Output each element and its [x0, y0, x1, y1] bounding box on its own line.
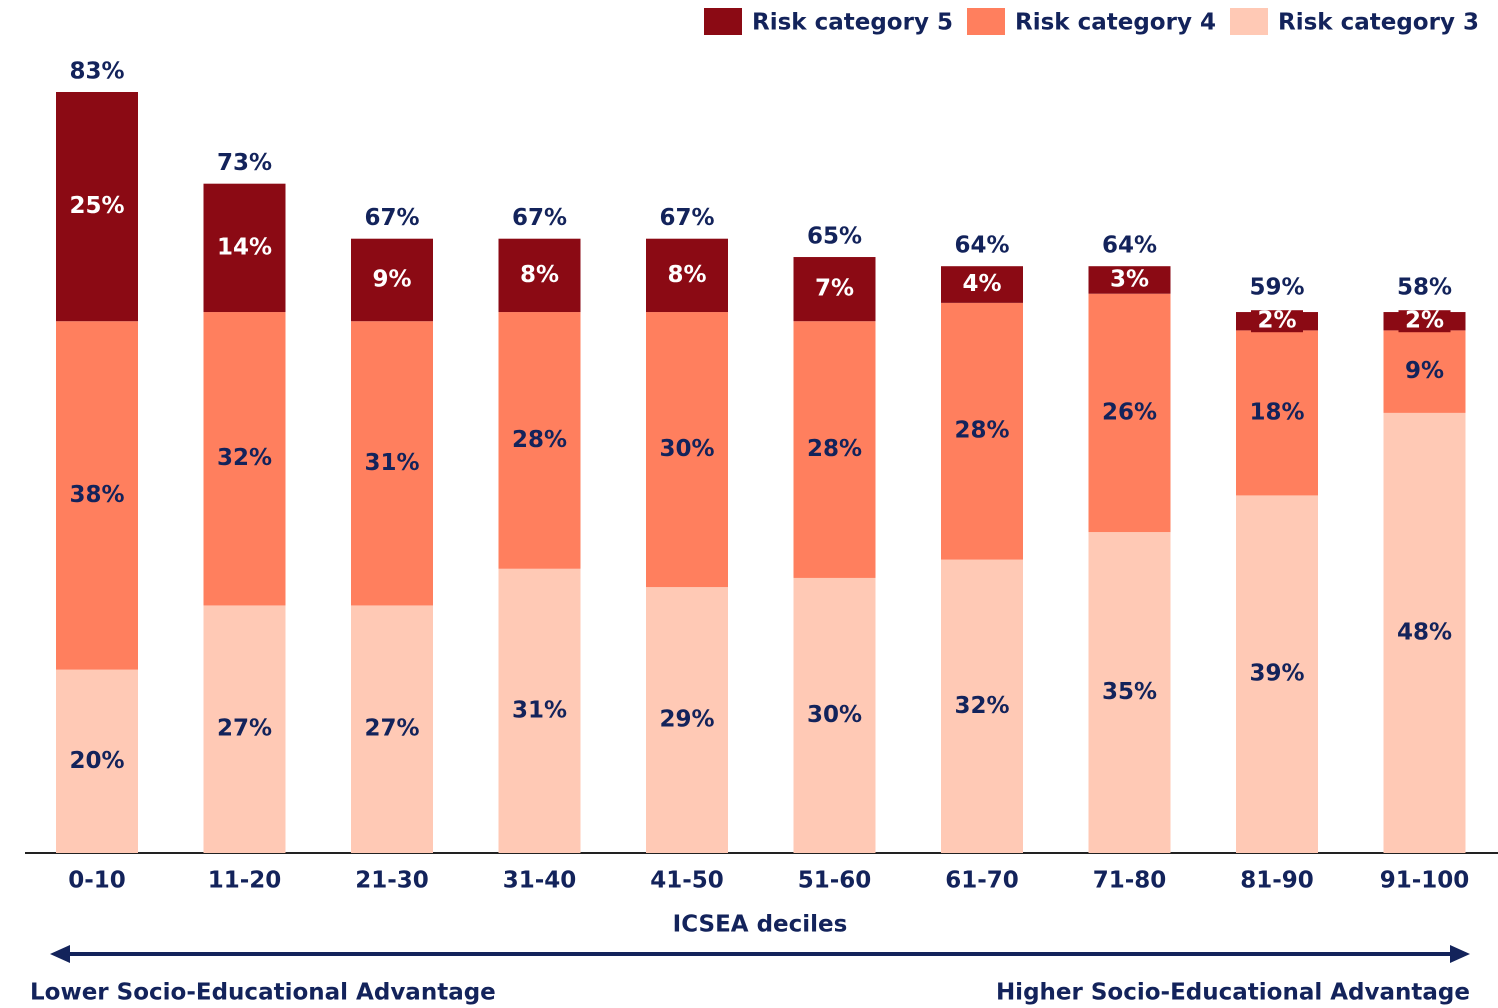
total-label: 59% — [1249, 275, 1304, 301]
segment-label: 26% — [1102, 399, 1157, 425]
legend-label: Risk category 4 — [1015, 10, 1216, 36]
x-tick-label: 11-20 — [208, 868, 282, 894]
label-background — [1251, 310, 1303, 333]
segment-label: 8% — [520, 262, 559, 288]
segment-label: 2% — [1257, 308, 1296, 334]
legend-swatch — [1230, 8, 1268, 35]
segment-label: 20% — [69, 748, 124, 774]
bar-segment — [203, 312, 286, 606]
bar-segment — [1088, 266, 1171, 294]
x-tick-label: 51-60 — [798, 868, 872, 894]
segment-label: 30% — [807, 702, 862, 728]
bar-segment — [203, 605, 286, 853]
bar-segment — [793, 321, 876, 578]
segment-label: 27% — [217, 716, 272, 742]
segment-label: 25% — [69, 193, 124, 219]
total-label: 67% — [512, 205, 567, 231]
label-background — [1398, 310, 1451, 333]
total-label: 58% — [1397, 275, 1452, 301]
legend-swatch — [704, 8, 742, 35]
segment-label: 28% — [807, 436, 862, 462]
segment-label: 31% — [364, 450, 419, 476]
bar-segment — [351, 605, 433, 853]
segment-label: 27% — [364, 716, 419, 742]
x-tick-label: 41-50 — [650, 868, 724, 894]
legend-label: Risk category 3 — [1278, 10, 1479, 36]
bar-segment — [646, 587, 728, 853]
segment-label: 39% — [1249, 661, 1304, 687]
arrow-head-left — [50, 945, 70, 963]
segment-label: 28% — [954, 418, 1009, 444]
segment-label: 35% — [1102, 679, 1157, 705]
x-tick-label: 81-90 — [1240, 868, 1314, 894]
segment-label: 3% — [1110, 266, 1149, 292]
segment-label: 14% — [217, 234, 272, 260]
segment-label: 28% — [512, 427, 567, 453]
bar-segment — [646, 312, 728, 588]
x-tick-label: 0-10 — [68, 868, 126, 894]
x-tick-label: 91-100 — [1380, 868, 1470, 894]
bar-segment — [498, 312, 581, 569]
bar-segment — [941, 266, 1023, 303]
segment-label: 8% — [667, 262, 706, 288]
segment-label: 31% — [512, 697, 567, 723]
segment-label: 9% — [1405, 358, 1444, 384]
bar-segment — [203, 183, 286, 313]
bar-segment — [56, 92, 138, 322]
arrow-head-right — [1450, 945, 1470, 963]
legend-label: Risk category 5 — [752, 10, 953, 36]
total-label: 83% — [69, 59, 124, 85]
segment-label: 4% — [962, 271, 1001, 297]
x-tick-label: 31-40 — [503, 868, 577, 894]
bar-segment — [56, 321, 138, 670]
bar-segment — [1383, 412, 1466, 853]
total-label: 64% — [954, 233, 1009, 259]
segment-label: 29% — [659, 707, 714, 733]
bar-segment — [351, 238, 433, 322]
bar-segment — [941, 302, 1023, 560]
bar-segment — [793, 257, 876, 322]
bar-segment — [1236, 495, 1318, 853]
total-label: 73% — [217, 150, 272, 176]
segment-label: 7% — [815, 276, 854, 302]
total-label: 67% — [364, 205, 419, 231]
bar-segment — [793, 577, 876, 853]
bar-segment — [1088, 293, 1171, 533]
bar-segment — [351, 321, 433, 606]
segment-label: 30% — [659, 436, 714, 462]
total-label: 67% — [659, 205, 714, 231]
bar-segment — [498, 238, 581, 313]
segment-label: 2% — [1405, 308, 1444, 334]
bar-segment — [56, 669, 138, 853]
x-axis-label: ICSEA deciles — [673, 912, 848, 938]
x-tick-label: 21-30 — [355, 868, 429, 894]
bar-segment — [1236, 330, 1318, 496]
bar-segment — [1383, 330, 1466, 413]
x-tick-label: 61-70 — [945, 868, 1019, 894]
bar-segment — [941, 559, 1023, 853]
total-label: 64% — [1102, 233, 1157, 259]
bar-segment — [498, 568, 581, 853]
segment-label: 18% — [1249, 399, 1304, 425]
annotation-right: Higher Socio-Educational Advantage — [996, 980, 1470, 1006]
x-tick-label: 71-80 — [1093, 868, 1167, 894]
segment-label: 32% — [954, 693, 1009, 719]
bar-segment — [646, 238, 728, 313]
segment-label: 48% — [1397, 619, 1452, 645]
segment-label: 38% — [69, 482, 124, 508]
bar-segment — [1088, 532, 1171, 853]
annotation-left: Lower Socio-Educational Advantage — [30, 980, 496, 1006]
segment-label: 9% — [372, 266, 411, 292]
segment-label: 32% — [217, 445, 272, 471]
legend-swatch — [967, 8, 1005, 35]
total-label: 65% — [807, 224, 862, 250]
